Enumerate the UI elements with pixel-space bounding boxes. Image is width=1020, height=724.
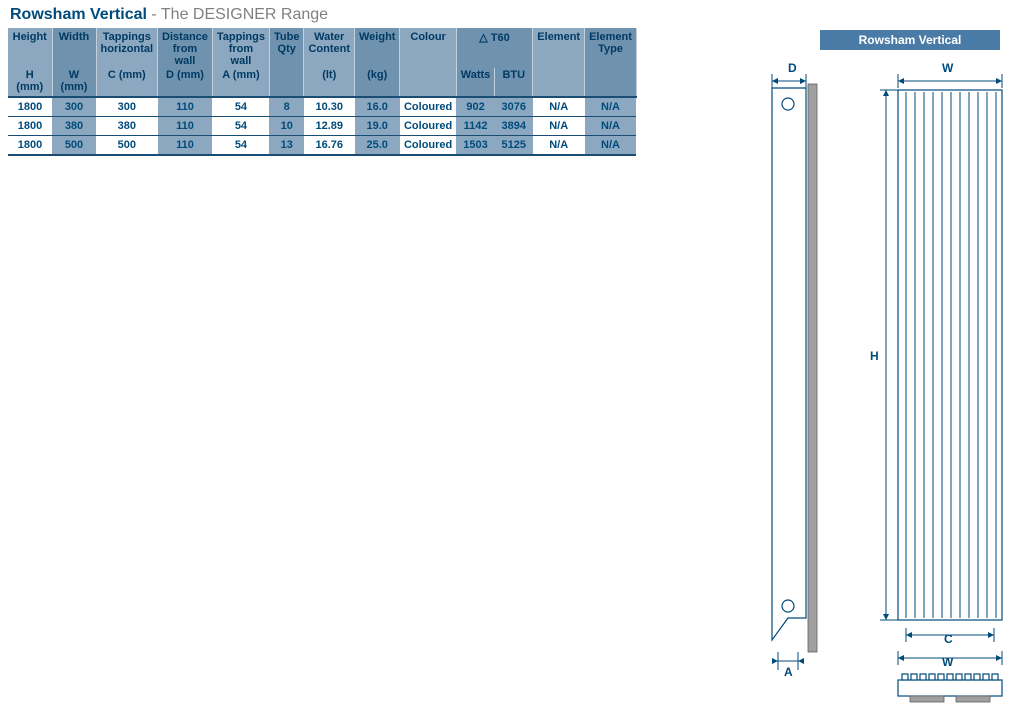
hdr-t60-label: T60: [491, 32, 510, 44]
hdr-element: Element: [533, 28, 585, 68]
dim-d-letter: D: [788, 61, 797, 75]
front-view-diagram: W H C W: [868, 60, 1018, 720]
unit-et: [585, 68, 637, 97]
title-sep: -: [147, 6, 161, 23]
hdr-tubeqty: Tube Qty: [269, 28, 303, 68]
unit-d: D (mm): [158, 68, 213, 97]
title-prefix: The: [161, 6, 193, 23]
page-title: Rowsham Vertical - The DESIGNER Range: [10, 6, 328, 24]
table-body: 1800 300 300 110 54 8 10.30 16.0 Coloure…: [8, 97, 636, 155]
hdr-delta: △: [479, 32, 487, 44]
unit-el: [533, 68, 585, 97]
table-row: 1800 500 500 110 54 13 16.76 25.0 Colour…: [8, 136, 636, 156]
header-row-2: H (mm) W (mm) C (mm) D (mm) A (mm) (lt) …: [8, 68, 636, 97]
hdr-tap-h: Tappings horizontal: [96, 28, 158, 68]
diagram-label: Rowsham Vertical: [820, 30, 1000, 50]
unit-h: H (mm): [8, 68, 52, 97]
hdr-height: Height: [8, 28, 52, 68]
dim-w-letter: W: [942, 61, 954, 75]
hdr-tap-w: Tappings from wall: [212, 28, 269, 68]
dim-w2-letter: W: [942, 655, 954, 669]
unit-cl: [400, 68, 456, 97]
dim-c-letter: C: [944, 632, 953, 646]
title-product: Rowsham Vertical: [10, 6, 147, 23]
hdr-t60: △ T60: [456, 28, 533, 68]
side-view-diagram: D A: [760, 60, 865, 680]
title-suffix: Range: [276, 6, 328, 23]
unit-c: C (mm): [96, 68, 158, 97]
table-row: 1800 300 300 110 54 8 10.30 16.0 Coloure…: [8, 97, 636, 117]
hdr-water: Water Content: [304, 28, 355, 68]
hdr-weight: Weight: [355, 28, 400, 68]
unit-wt: (kg): [355, 68, 400, 97]
bottom-teeth: [902, 674, 998, 680]
hdr-colour: Colour: [400, 28, 456, 68]
spec-table: Height Width Tappings horizontal Distanc…: [8, 28, 637, 156]
unit-a: A (mm): [212, 68, 269, 97]
unit-wc: (lt): [304, 68, 355, 97]
title-range: DESIGNER: [193, 6, 277, 23]
table-row: 1800 380 380 110 54 10 12.89 19.0 Colour…: [8, 117, 636, 136]
hdr-eltype: Element Type: [585, 28, 637, 68]
hdr-dist: Distance from wall: [158, 28, 213, 68]
unit-btu: BTU: [495, 68, 533, 97]
header-row-1: Height Width Tappings horizontal Distanc…: [8, 28, 636, 68]
unit-w: W (mm): [52, 68, 96, 97]
unit-tq: [269, 68, 303, 97]
hdr-width: Width: [52, 28, 96, 68]
dim-a-letter: A: [784, 665, 793, 679]
dim-h-letter: H: [870, 349, 879, 363]
unit-watts: Watts: [456, 68, 495, 97]
